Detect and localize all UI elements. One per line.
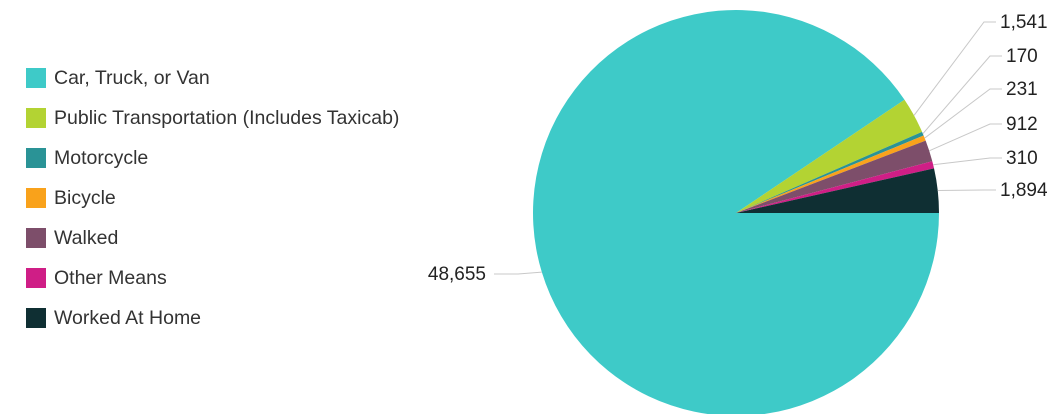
pie-slice[interactable] (736, 99, 923, 213)
legend-label: Bicycle (54, 186, 116, 209)
legend-swatch (26, 268, 46, 288)
data-label: 1,541 (1000, 12, 1048, 33)
legend-swatch (26, 108, 46, 128)
chart-legend: Car, Truck, or Van Public Transportation … (26, 58, 399, 338)
leader-line (929, 123, 1002, 152)
legend-swatch (26, 188, 46, 208)
leader-line (922, 55, 1002, 135)
legend-item[interactable]: Public Transportation (Includes Taxicab) (26, 98, 399, 138)
leader-line (933, 157, 1002, 166)
leader-line (913, 21, 996, 116)
legend-item[interactable]: Car, Truck, or Van (26, 58, 399, 98)
leader-line (924, 88, 1002, 139)
legend-item[interactable]: Motorcycle (26, 138, 399, 178)
legend-label: Car, Truck, or Van (54, 66, 210, 89)
data-label: 48,655 (428, 264, 486, 285)
data-label: 912 (1006, 114, 1038, 135)
data-label: 170 (1006, 46, 1038, 67)
pie-slice[interactable] (736, 135, 926, 213)
leader-line (937, 189, 996, 192)
pie-slice[interactable] (736, 140, 933, 213)
pie-slice[interactable] (736, 161, 935, 213)
legend-item[interactable]: Worked At Home (26, 298, 399, 338)
pie-slice[interactable] (736, 168, 939, 213)
data-label: 1,894 (1000, 180, 1048, 201)
legend-item[interactable]: Walked (26, 218, 399, 258)
pie-slice[interactable] (736, 131, 924, 213)
leader-line (494, 271, 542, 275)
legend-item[interactable]: Other Means (26, 258, 399, 298)
legend-swatch (26, 68, 46, 88)
legend-item[interactable]: Bicycle (26, 178, 399, 218)
data-label: 231 (1006, 79, 1038, 100)
legend-label: Public Transportation (Includes Taxicab) (54, 106, 400, 129)
legend-label: Worked At Home (54, 306, 202, 329)
pie-slice[interactable] (533, 10, 939, 414)
legend-swatch (26, 308, 46, 328)
legend-swatch (26, 148, 46, 168)
legend-swatch (26, 228, 46, 248)
legend-label: Walked (54, 226, 119, 249)
legend-label: Other Means (54, 266, 167, 289)
legend-label: Motorcycle (54, 146, 149, 169)
data-label: 310 (1006, 148, 1038, 169)
